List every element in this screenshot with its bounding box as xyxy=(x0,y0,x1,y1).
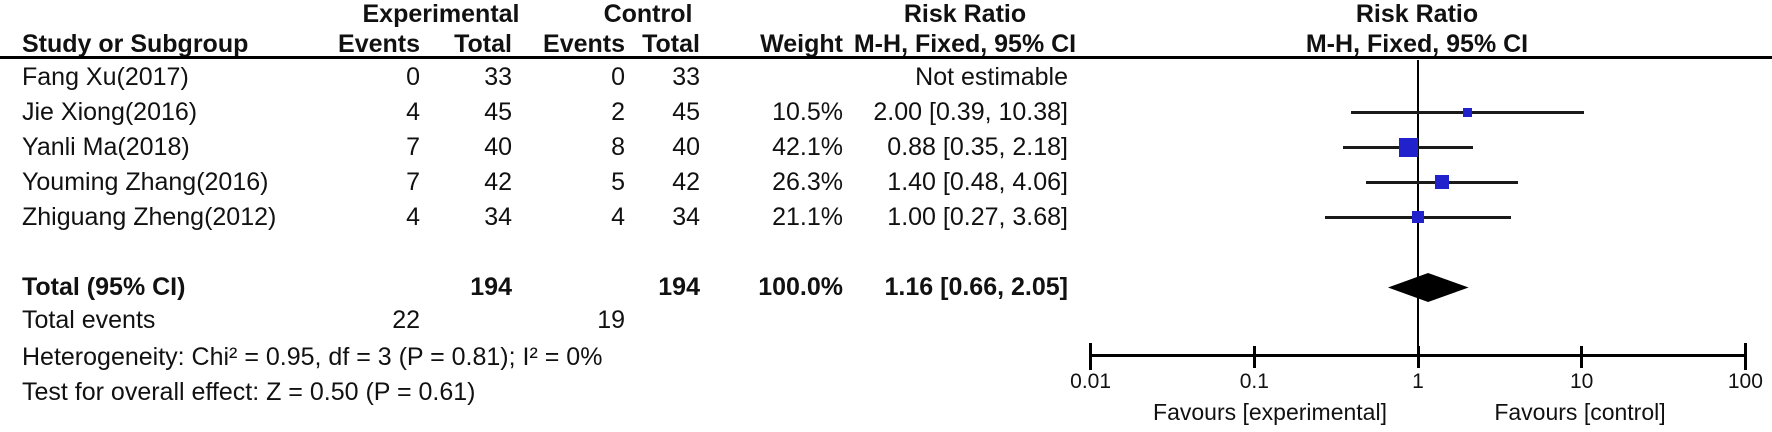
overall-effect-stats: Test for overall effect: Z = 0.50 (P = 0… xyxy=(22,378,476,406)
favours-experimental-label: Favours [experimental] xyxy=(1153,399,1387,425)
favours-control-label: Favours [control] xyxy=(1494,399,1666,425)
x-axis-tick xyxy=(1089,343,1093,370)
ci-value: 2.00 [0.39, 10.38] xyxy=(873,98,1068,126)
experimental-total-sum: 194 xyxy=(470,273,512,301)
control-events-sum: 19 xyxy=(597,306,625,334)
total-row: Total (95% CI) 194 194 100.0% 1.16 [0.66… xyxy=(0,272,1100,302)
weight-value: 42.1% xyxy=(772,133,843,161)
pooled-diamond xyxy=(1388,272,1470,302)
control-group-header: Control xyxy=(603,0,693,28)
experimental-total-value: 34 xyxy=(484,203,512,231)
axis-tick-label: 0.1 xyxy=(1239,370,1269,393)
table-row: Youming Zhang(2016) 7 42 5 42 26.3% 1.40… xyxy=(0,167,1100,197)
control-events-value: 8 xyxy=(611,133,625,161)
total-label: Total (95% CI) xyxy=(22,273,186,301)
total-events-label: Total events xyxy=(22,306,156,334)
control-total-value: 40 xyxy=(672,133,700,161)
weight-value: 10.5% xyxy=(772,98,843,126)
weight-column-header: Weight xyxy=(760,30,843,58)
axis-tick-label: 1 xyxy=(1412,370,1424,393)
effect-square xyxy=(1412,211,1424,223)
ci-value: 1.00 [0.27, 3.68] xyxy=(887,203,1068,231)
control-total-value: 33 xyxy=(672,63,700,91)
study-label: Jie Xiong(2016) xyxy=(22,98,198,126)
header-divider-line xyxy=(0,56,1772,59)
control-total-header: Total xyxy=(642,30,700,58)
heterogeneity-stats: Heterogeneity: Chi² = 0.95, df = 3 (P = … xyxy=(22,343,603,371)
reference-line xyxy=(1417,60,1419,355)
table-row: Yanli Ma(2018) 7 40 8 40 42.1% 0.88 [0.3… xyxy=(0,132,1100,162)
control-events-value: 5 xyxy=(611,168,625,196)
experimental-events-sum: 22 xyxy=(392,306,420,334)
ci-value: 1.40 [0.48, 4.06] xyxy=(887,168,1068,196)
experimental-events-header: Events xyxy=(338,30,420,58)
ci-value: Not estimable xyxy=(915,63,1068,91)
experimental-events-value: 0 xyxy=(406,63,420,91)
control-total-sum: 194 xyxy=(658,273,700,301)
control-total-value: 45 xyxy=(672,98,700,126)
axis-tick-label: 10 xyxy=(1570,370,1594,393)
total-events-row: Total events 22 19 xyxy=(0,305,1100,335)
experimental-events-value: 4 xyxy=(406,98,420,126)
control-total-value: 42 xyxy=(672,168,700,196)
control-events-header: Events xyxy=(543,30,625,58)
axis-tick-label: 100 xyxy=(1727,370,1763,393)
total-weight: 100.0% xyxy=(758,273,843,301)
axis-tick-label: 0.01 xyxy=(1070,370,1112,393)
ci-method-plot-header: M-H, Fixed, 95% CI xyxy=(1305,30,1529,58)
study-label: Zhiguang Zheng(2012) xyxy=(22,203,277,231)
experimental-total-value: 42 xyxy=(484,168,512,196)
study-label: Youming Zhang(2016) xyxy=(22,168,269,196)
experimental-events-value: 4 xyxy=(406,203,420,231)
study-column-header: Study or Subgroup xyxy=(22,30,249,58)
study-label: Yanli Ma(2018) xyxy=(22,133,190,161)
study-label: Fang Xu(2017) xyxy=(22,63,189,91)
weight-value: 26.3% xyxy=(772,168,843,196)
experimental-total-header: Total xyxy=(454,30,512,58)
experimental-total-value: 40 xyxy=(484,133,512,161)
experimental-events-value: 7 xyxy=(406,168,420,196)
experimental-group-header: Experimental xyxy=(362,0,520,28)
table-row: Zhiguang Zheng(2012) 4 34 4 34 21.1% 1.0… xyxy=(0,202,1100,232)
control-events-value: 2 xyxy=(611,98,625,126)
control-events-value: 4 xyxy=(611,203,625,231)
ci-method-text-header: M-H, Fixed, 95% CI xyxy=(853,30,1077,58)
experimental-total-value: 33 xyxy=(484,63,512,91)
pooled-ci-value: 1.16 [0.66, 2.05] xyxy=(884,273,1068,301)
effect-square xyxy=(1462,107,1472,117)
x-axis-tick xyxy=(1743,343,1747,370)
experimental-events-value: 7 xyxy=(406,133,420,161)
risk-ratio-text-header: Risk Ratio xyxy=(903,0,1027,28)
x-axis-tick xyxy=(1252,346,1256,368)
control-total-value: 34 xyxy=(672,203,700,231)
x-axis-tick xyxy=(1416,346,1420,368)
experimental-total-value: 45 xyxy=(484,98,512,126)
table-row: Jie Xiong(2016) 4 45 2 45 10.5% 2.00 [0.… xyxy=(0,97,1100,127)
effect-square xyxy=(1399,137,1419,157)
ci-value: 0.88 [0.35, 2.18] xyxy=(887,133,1068,161)
table-row: Fang Xu(2017) 0 33 0 33 Not estimable xyxy=(0,62,1100,92)
risk-ratio-plot-header: Risk Ratio xyxy=(1355,0,1479,28)
control-events-value: 0 xyxy=(611,63,625,91)
weight-value: 21.1% xyxy=(772,203,843,231)
x-axis-tick xyxy=(1580,346,1584,368)
effect-square xyxy=(1434,175,1449,189)
